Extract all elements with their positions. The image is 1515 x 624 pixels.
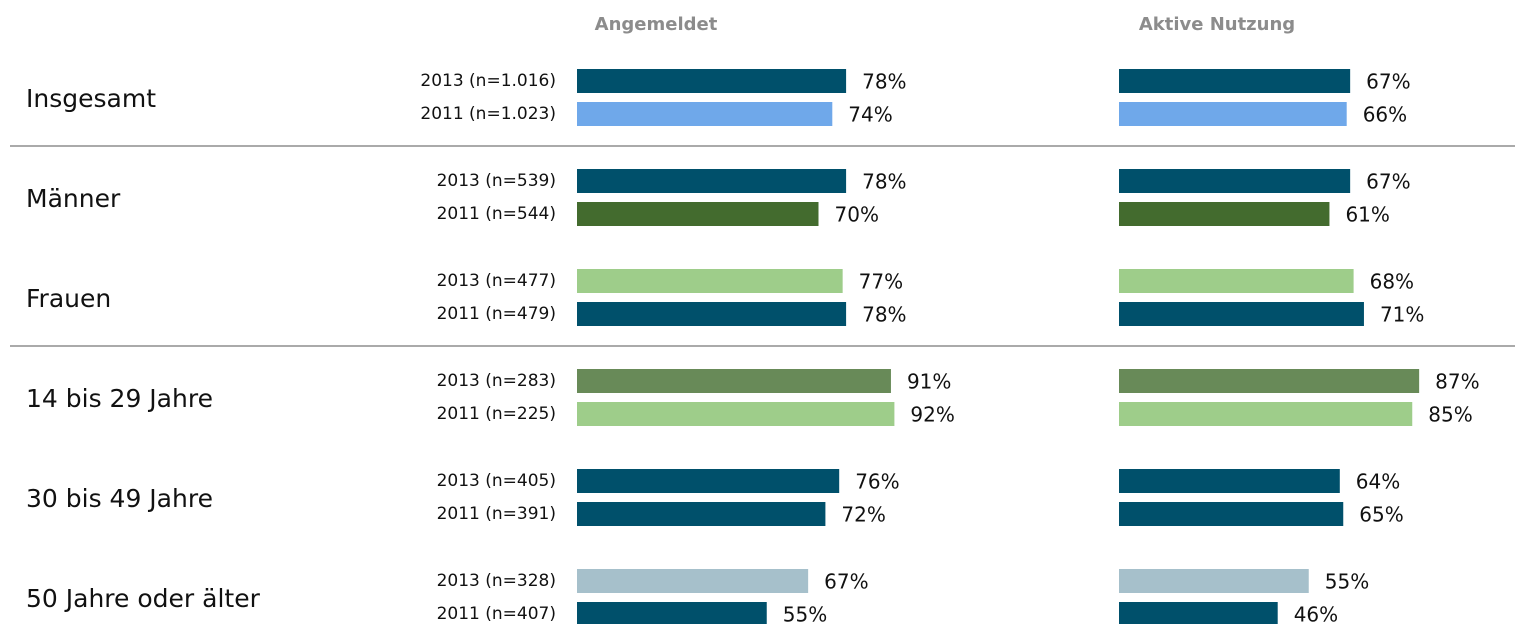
row-label: 2011 (n=479) bbox=[437, 304, 556, 324]
bar bbox=[1119, 369, 1420, 393]
group-label: 14 bis 29 Jahre bbox=[26, 384, 213, 413]
value-label: 55% bbox=[1325, 570, 1369, 594]
bar bbox=[577, 169, 847, 193]
value-label: 91% bbox=[907, 370, 951, 394]
value-label: 72% bbox=[841, 503, 885, 527]
bar bbox=[1119, 302, 1364, 326]
row-label: 2011 (n=1.023) bbox=[420, 104, 556, 124]
group-label: Insgesamt bbox=[26, 84, 156, 113]
bar bbox=[577, 402, 895, 426]
row-label: 2011 (n=391) bbox=[437, 504, 556, 524]
bar bbox=[1119, 502, 1344, 526]
value-label: 77% bbox=[859, 270, 903, 294]
value-label: 78% bbox=[862, 170, 906, 194]
row-label: 2013 (n=539) bbox=[437, 171, 556, 191]
bar bbox=[1119, 469, 1340, 493]
bar bbox=[1119, 602, 1278, 624]
bar bbox=[577, 302, 847, 326]
bar bbox=[1119, 202, 1330, 226]
bar bbox=[1119, 402, 1413, 426]
bar bbox=[577, 269, 843, 293]
value-label: 67% bbox=[1366, 70, 1410, 94]
value-label: 68% bbox=[1370, 270, 1414, 294]
bar bbox=[577, 102, 833, 126]
value-label: 78% bbox=[862, 303, 906, 327]
group-label: 50 Jahre oder älter bbox=[26, 584, 261, 613]
bar bbox=[1119, 69, 1351, 93]
bar bbox=[1119, 269, 1354, 293]
value-label: 76% bbox=[855, 470, 899, 494]
bar bbox=[577, 602, 767, 624]
row-label: 2013 (n=328) bbox=[437, 571, 556, 591]
value-label: 64% bbox=[1356, 470, 1400, 494]
value-label: 46% bbox=[1294, 603, 1338, 624]
panel-title: Angemeldet bbox=[595, 14, 718, 35]
row-label: 2013 (n=477) bbox=[437, 271, 556, 291]
bar bbox=[577, 469, 840, 493]
row-label: 2013 (n=1.016) bbox=[420, 71, 556, 91]
value-label: 65% bbox=[1359, 503, 1403, 527]
value-label: 85% bbox=[1428, 403, 1472, 427]
panel-title: Aktive Nutzung bbox=[1139, 14, 1295, 35]
value-label: 71% bbox=[1380, 303, 1424, 327]
bar bbox=[1119, 569, 1309, 593]
bar bbox=[1119, 102, 1347, 126]
value-label: 55% bbox=[783, 603, 827, 624]
value-label: 87% bbox=[1435, 370, 1479, 394]
value-label: 78% bbox=[862, 70, 906, 94]
row-label: 2011 (n=225) bbox=[437, 404, 556, 424]
bar bbox=[577, 202, 819, 226]
group-label: 30 bis 49 Jahre bbox=[26, 484, 213, 513]
value-label: 67% bbox=[1366, 170, 1410, 194]
value-label: 67% bbox=[824, 570, 868, 594]
value-label: 61% bbox=[1345, 203, 1389, 227]
row-label: 2013 (n=405) bbox=[437, 471, 556, 491]
bar bbox=[577, 569, 809, 593]
bar bbox=[1119, 169, 1351, 193]
bar bbox=[577, 502, 826, 526]
row-label: 2013 (n=283) bbox=[437, 371, 556, 391]
value-label: 70% bbox=[835, 203, 879, 227]
group-label: Frauen bbox=[26, 284, 111, 313]
bar bbox=[577, 69, 847, 93]
bar bbox=[577, 369, 891, 393]
row-label: 2011 (n=407) bbox=[437, 604, 556, 624]
value-label: 74% bbox=[848, 103, 892, 127]
row-label: 2011 (n=544) bbox=[437, 204, 556, 224]
value-label: 66% bbox=[1363, 103, 1407, 127]
value-label: 92% bbox=[910, 403, 954, 427]
group-label: Männer bbox=[26, 184, 121, 213]
